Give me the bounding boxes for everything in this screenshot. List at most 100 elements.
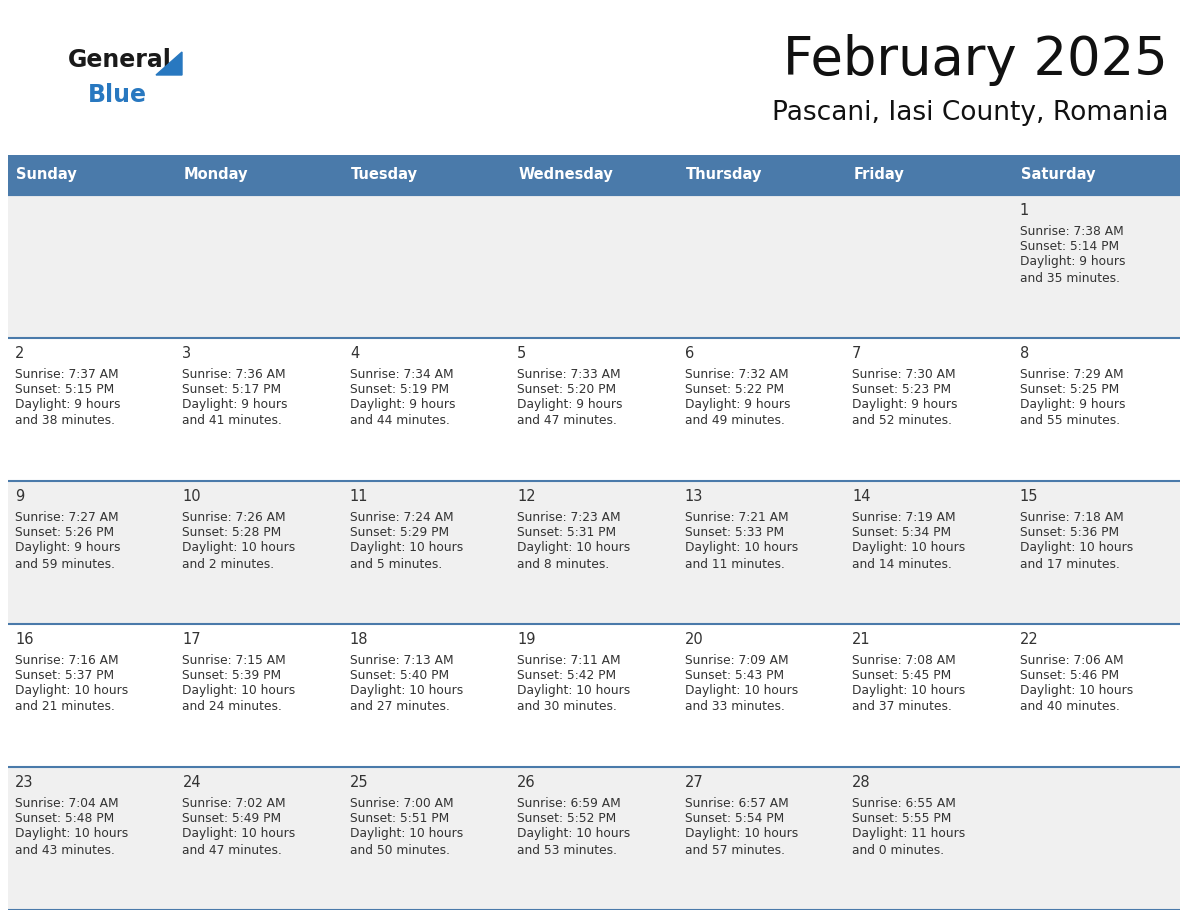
Text: Sunset: 5:39 PM: Sunset: 5:39 PM: [183, 669, 282, 682]
Text: Sunset: 5:40 PM: Sunset: 5:40 PM: [349, 669, 449, 682]
Text: Daylight: 9 hours
and 55 minutes.: Daylight: 9 hours and 55 minutes.: [1019, 398, 1125, 428]
Text: Sunset: 5:45 PM: Sunset: 5:45 PM: [852, 669, 952, 682]
Text: Sunrise: 7:32 AM: Sunrise: 7:32 AM: [684, 368, 789, 381]
Bar: [8, 624, 1180, 767]
Text: Sunrise: 7:38 AM: Sunrise: 7:38 AM: [1019, 225, 1124, 238]
Text: Sunset: 5:42 PM: Sunset: 5:42 PM: [517, 669, 617, 682]
Text: 18: 18: [349, 632, 368, 647]
Text: Sunrise: 7:00 AM: Sunrise: 7:00 AM: [349, 797, 454, 810]
Text: Daylight: 10 hours
and 57 minutes.: Daylight: 10 hours and 57 minutes.: [684, 827, 798, 856]
Text: 9: 9: [15, 489, 24, 504]
Text: 21: 21: [852, 632, 871, 647]
Text: Sunrise: 7:29 AM: Sunrise: 7:29 AM: [1019, 368, 1123, 381]
Text: Sunset: 5:14 PM: Sunset: 5:14 PM: [1019, 240, 1119, 253]
Text: 23: 23: [15, 775, 33, 790]
Text: February 2025: February 2025: [783, 34, 1168, 86]
Bar: [8, 155, 1180, 195]
Text: Sunrise: 7:06 AM: Sunrise: 7:06 AM: [1019, 654, 1123, 667]
Bar: [8, 481, 1180, 624]
Text: Friday: Friday: [853, 167, 904, 183]
Text: Daylight: 9 hours
and 44 minutes.: Daylight: 9 hours and 44 minutes.: [349, 398, 455, 428]
Text: General: General: [68, 48, 172, 72]
Text: Sunset: 5:26 PM: Sunset: 5:26 PM: [15, 526, 114, 539]
Text: Sunrise: 7:33 AM: Sunrise: 7:33 AM: [517, 368, 621, 381]
Text: Sunrise: 7:37 AM: Sunrise: 7:37 AM: [15, 368, 119, 381]
Text: Daylight: 10 hours
and 33 minutes.: Daylight: 10 hours and 33 minutes.: [684, 684, 798, 713]
Text: 28: 28: [852, 775, 871, 790]
Text: Sunrise: 7:34 AM: Sunrise: 7:34 AM: [349, 368, 454, 381]
Text: Sunday: Sunday: [15, 167, 77, 183]
Text: Sunrise: 6:55 AM: Sunrise: 6:55 AM: [852, 797, 956, 810]
Text: Sunrise: 7:13 AM: Sunrise: 7:13 AM: [349, 654, 454, 667]
Text: 24: 24: [183, 775, 201, 790]
Text: 7: 7: [852, 346, 861, 361]
Text: Sunset: 5:49 PM: Sunset: 5:49 PM: [183, 812, 282, 825]
Text: Daylight: 10 hours
and 43 minutes.: Daylight: 10 hours and 43 minutes.: [15, 827, 128, 856]
Text: Pascani, Iasi County, Romania: Pascani, Iasi County, Romania: [771, 100, 1168, 126]
Text: Sunset: 5:22 PM: Sunset: 5:22 PM: [684, 383, 784, 396]
Text: Sunrise: 6:59 AM: Sunrise: 6:59 AM: [517, 797, 621, 810]
Text: 19: 19: [517, 632, 536, 647]
Text: Sunrise: 7:36 AM: Sunrise: 7:36 AM: [183, 368, 286, 381]
Text: Daylight: 10 hours
and 21 minutes.: Daylight: 10 hours and 21 minutes.: [15, 684, 128, 713]
Text: Sunset: 5:28 PM: Sunset: 5:28 PM: [183, 526, 282, 539]
Text: 3: 3: [183, 346, 191, 361]
Text: Thursday: Thursday: [685, 167, 762, 183]
Text: Daylight: 10 hours
and 30 minutes.: Daylight: 10 hours and 30 minutes.: [517, 684, 631, 713]
Text: Daylight: 10 hours
and 50 minutes.: Daylight: 10 hours and 50 minutes.: [349, 827, 463, 856]
Text: 10: 10: [183, 489, 201, 504]
Text: Daylight: 10 hours
and 53 minutes.: Daylight: 10 hours and 53 minutes.: [517, 827, 631, 856]
Text: Sunset: 5:20 PM: Sunset: 5:20 PM: [517, 383, 617, 396]
Text: Sunrise: 7:04 AM: Sunrise: 7:04 AM: [15, 797, 119, 810]
Text: Sunrise: 7:09 AM: Sunrise: 7:09 AM: [684, 654, 789, 667]
Text: Daylight: 9 hours
and 38 minutes.: Daylight: 9 hours and 38 minutes.: [15, 398, 120, 428]
Text: Sunset: 5:55 PM: Sunset: 5:55 PM: [852, 812, 952, 825]
Text: 22: 22: [1019, 632, 1038, 647]
Text: Sunrise: 7:26 AM: Sunrise: 7:26 AM: [183, 511, 286, 524]
Text: Sunset: 5:23 PM: Sunset: 5:23 PM: [852, 383, 952, 396]
Text: Sunset: 5:33 PM: Sunset: 5:33 PM: [684, 526, 784, 539]
Text: 5: 5: [517, 346, 526, 361]
Text: 17: 17: [183, 632, 201, 647]
Text: Daylight: 10 hours
and 5 minutes.: Daylight: 10 hours and 5 minutes.: [349, 541, 463, 570]
Text: Sunrise: 7:18 AM: Sunrise: 7:18 AM: [1019, 511, 1124, 524]
Polygon shape: [156, 52, 182, 75]
Text: Wednesday: Wednesday: [518, 167, 613, 183]
Text: Sunset: 5:46 PM: Sunset: 5:46 PM: [1019, 669, 1119, 682]
Text: Sunrise: 7:19 AM: Sunrise: 7:19 AM: [852, 511, 956, 524]
Text: Sunset: 5:36 PM: Sunset: 5:36 PM: [1019, 526, 1119, 539]
Text: Daylight: 9 hours
and 41 minutes.: Daylight: 9 hours and 41 minutes.: [183, 398, 287, 428]
Text: Sunrise: 7:08 AM: Sunrise: 7:08 AM: [852, 654, 956, 667]
Text: 6: 6: [684, 346, 694, 361]
Text: Sunset: 5:29 PM: Sunset: 5:29 PM: [349, 526, 449, 539]
Text: Daylight: 9 hours
and 52 minutes.: Daylight: 9 hours and 52 minutes.: [852, 398, 958, 428]
Text: Tuesday: Tuesday: [350, 167, 418, 183]
Text: 2: 2: [15, 346, 25, 361]
Text: Sunset: 5:15 PM: Sunset: 5:15 PM: [15, 383, 114, 396]
Text: Sunrise: 7:23 AM: Sunrise: 7:23 AM: [517, 511, 621, 524]
Bar: [8, 338, 1180, 481]
Text: Sunrise: 7:30 AM: Sunrise: 7:30 AM: [852, 368, 956, 381]
Bar: [8, 767, 1180, 910]
Text: Sunrise: 7:24 AM: Sunrise: 7:24 AM: [349, 511, 454, 524]
Text: 26: 26: [517, 775, 536, 790]
Text: Daylight: 10 hours
and 47 minutes.: Daylight: 10 hours and 47 minutes.: [183, 827, 296, 856]
Text: Sunset: 5:31 PM: Sunset: 5:31 PM: [517, 526, 617, 539]
Text: Sunset: 5:54 PM: Sunset: 5:54 PM: [684, 812, 784, 825]
Text: 20: 20: [684, 632, 703, 647]
Text: 14: 14: [852, 489, 871, 504]
Text: Daylight: 9 hours
and 49 minutes.: Daylight: 9 hours and 49 minutes.: [684, 398, 790, 428]
Text: Sunset: 5:19 PM: Sunset: 5:19 PM: [349, 383, 449, 396]
Text: Sunset: 5:34 PM: Sunset: 5:34 PM: [852, 526, 952, 539]
Text: Sunset: 5:52 PM: Sunset: 5:52 PM: [517, 812, 617, 825]
Text: 15: 15: [1019, 489, 1038, 504]
Text: Sunrise: 6:57 AM: Sunrise: 6:57 AM: [684, 797, 789, 810]
Text: Sunrise: 7:02 AM: Sunrise: 7:02 AM: [183, 797, 286, 810]
Text: Daylight: 10 hours
and 24 minutes.: Daylight: 10 hours and 24 minutes.: [183, 684, 296, 713]
Text: Sunrise: 7:11 AM: Sunrise: 7:11 AM: [517, 654, 621, 667]
Text: Daylight: 10 hours
and 14 minutes.: Daylight: 10 hours and 14 minutes.: [852, 541, 966, 570]
Text: Blue: Blue: [88, 83, 147, 107]
Text: 4: 4: [349, 346, 359, 361]
Text: Sunset: 5:43 PM: Sunset: 5:43 PM: [684, 669, 784, 682]
Text: Saturday: Saturday: [1020, 167, 1095, 183]
